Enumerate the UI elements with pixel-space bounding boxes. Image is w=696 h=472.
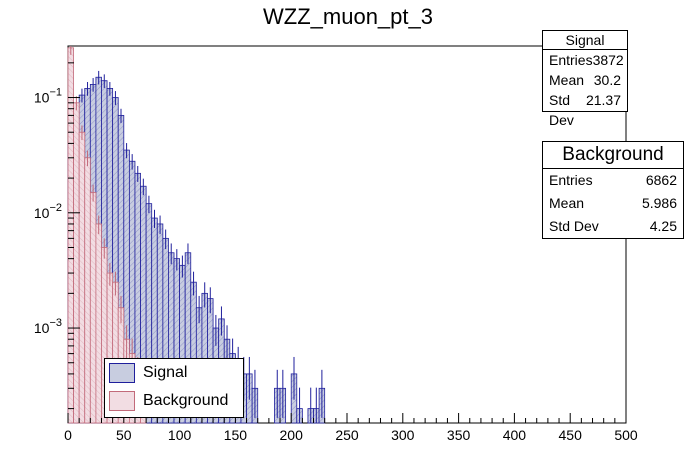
x-tick-label-3: 150 bbox=[224, 427, 248, 443]
background-mean-value: 5.986 bbox=[641, 195, 677, 211]
background-stats-title: Background bbox=[543, 142, 683, 169]
legend-item-background: Background bbox=[105, 387, 243, 415]
background-entries-label: Entries bbox=[549, 172, 593, 188]
chart-title: WZZ_muon_pt_3 bbox=[263, 4, 433, 29]
background-std-row: Std Dev 4.25 bbox=[543, 215, 683, 238]
background-entries-row: Entries 6862 bbox=[543, 169, 683, 192]
signal-mean-row: Mean 30.2 bbox=[543, 70, 627, 90]
legend-item-signal: Signal bbox=[105, 359, 243, 387]
signal-std-label: Std Dev bbox=[549, 92, 574, 128]
signal-std-row: Std Dev 21.37 bbox=[543, 90, 627, 128]
background-std-value: 4.25 bbox=[649, 218, 677, 234]
y-tick-label-2: 10−1 bbox=[34, 87, 62, 106]
x-tick-label-7: 350 bbox=[447, 427, 471, 443]
background-bin-5 bbox=[95, 223, 102, 424]
legend-label-signal: Signal bbox=[143, 364, 188, 381]
y-tick-label-1: 10−2 bbox=[34, 202, 62, 221]
x-tick-label-6: 300 bbox=[391, 427, 415, 443]
x-axis: 0 50 100 150 200 250 300 350 400 450 500 bbox=[64, 413, 638, 443]
legend-label-background: Background bbox=[143, 392, 229, 409]
signal-std-value: 21.37 bbox=[585, 92, 621, 108]
background-bin-4 bbox=[89, 192, 97, 424]
y-tick-label-0: 10−3 bbox=[34, 317, 62, 336]
background-mean-label: Mean bbox=[549, 195, 585, 211]
signal-entries-label: Entries bbox=[549, 52, 593, 68]
x-tick-label-9: 450 bbox=[559, 427, 583, 443]
legend-swatch-background bbox=[109, 391, 135, 411]
background-stats-box: Background Entries 6862 Mean 5.986 Std D… bbox=[542, 141, 684, 239]
x-tick-label-2: 100 bbox=[168, 427, 192, 443]
background-bin-2 bbox=[78, 131, 86, 424]
signal-entries-value: 3872 bbox=[592, 52, 624, 68]
x-tick-label-10: 500 bbox=[614, 427, 638, 443]
signal-entries-row: Entries 3872 bbox=[543, 50, 627, 70]
y-axis: 10−3 10−2 10−1 bbox=[34, 62, 80, 410]
background-bin-0 bbox=[67, 47, 74, 424]
x-tick-label-8: 400 bbox=[503, 427, 527, 443]
x-tick-label-1: 50 bbox=[116, 427, 132, 443]
background-entries-value: 6862 bbox=[645, 172, 677, 188]
legend: Signal Background bbox=[104, 358, 244, 418]
background-mean-row: Mean 5.986 bbox=[543, 192, 683, 215]
background-std-label: Std Dev bbox=[549, 218, 599, 234]
signal-mean-value: 30.2 bbox=[593, 72, 621, 88]
signal-stats-title: Signal bbox=[543, 31, 627, 50]
x-tick-label-4: 200 bbox=[280, 427, 304, 443]
signal-stats-box: Signal Entries 3872 Mean 30.2 Std Dev 21… bbox=[542, 30, 628, 128]
background-bin-3 bbox=[84, 157, 91, 424]
x-tick-label-0: 0 bbox=[64, 427, 72, 443]
signal-mean-label: Mean bbox=[549, 72, 585, 88]
legend-swatch-signal bbox=[109, 363, 135, 383]
background-bin-1 bbox=[73, 102, 80, 424]
x-tick-label-5: 250 bbox=[335, 427, 359, 443]
